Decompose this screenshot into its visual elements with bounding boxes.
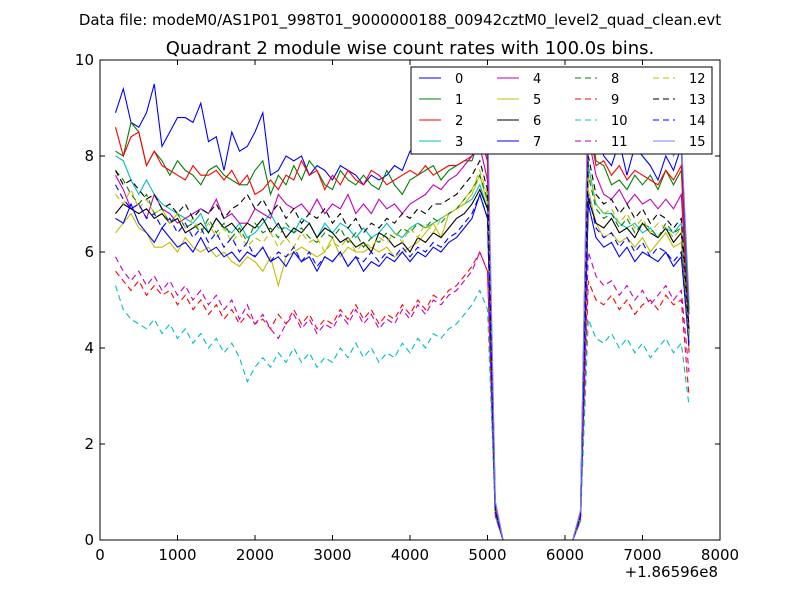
legend-label-14: 14	[689, 114, 706, 129]
x-tick-label: 1000	[158, 546, 196, 564]
x-tick-label: 8000	[701, 546, 739, 564]
legend-label-11: 11	[611, 135, 628, 150]
x-tick-label: 4000	[391, 546, 429, 564]
x-tick-label: 7000	[623, 546, 661, 564]
x-tick-label: 5000	[468, 546, 506, 564]
legend-label-7: 7	[533, 135, 541, 150]
y-tick-label: 6	[84, 243, 94, 261]
y-tick-label: 8	[84, 147, 94, 165]
x-tick-label: 3000	[313, 546, 351, 564]
legend-label-6: 6	[533, 114, 541, 129]
legend-label-3: 3	[455, 135, 463, 150]
y-tick-label: 10	[75, 51, 94, 69]
series-layer	[114, 68, 690, 540]
y-tick-label: 2	[84, 435, 94, 453]
series-line-8	[115, 170, 690, 540]
legend-label-9: 9	[611, 93, 619, 108]
legend-label-0: 0	[455, 72, 463, 87]
legend-label-15: 15	[689, 135, 706, 150]
series-line-10	[114, 285, 690, 540]
series-line-12	[115, 168, 690, 540]
legend-label-8: 8	[611, 72, 619, 87]
legend-label-5: 5	[533, 93, 541, 108]
x-tick-label: 2000	[236, 546, 274, 564]
legend-label-10: 10	[611, 114, 628, 129]
x-tick-label: 0	[95, 546, 105, 564]
series-line-11	[115, 250, 690, 540]
legend-label-2: 2	[455, 114, 463, 129]
series-line-7	[115, 192, 690, 540]
y-tick-label: 0	[84, 531, 94, 549]
chart-suptitle: Data file: modeM0/AS1P01_998T01_90000001…	[79, 11, 721, 30]
legend-label-13: 13	[689, 93, 706, 108]
series-line-9	[115, 250, 690, 540]
legend-frame	[410, 66, 713, 155]
x-tick-label: 6000	[546, 546, 584, 564]
series-line-13	[115, 155, 690, 540]
y-tick-label: 4	[84, 339, 94, 357]
chart-title: Quadrant 2 module wise count rates with …	[166, 38, 655, 59]
legend-label-4: 4	[533, 72, 541, 87]
legend-label-12: 12	[689, 72, 706, 87]
x-offset-label: +1.86596e8	[625, 563, 718, 581]
legend-label-1: 1	[455, 93, 463, 108]
